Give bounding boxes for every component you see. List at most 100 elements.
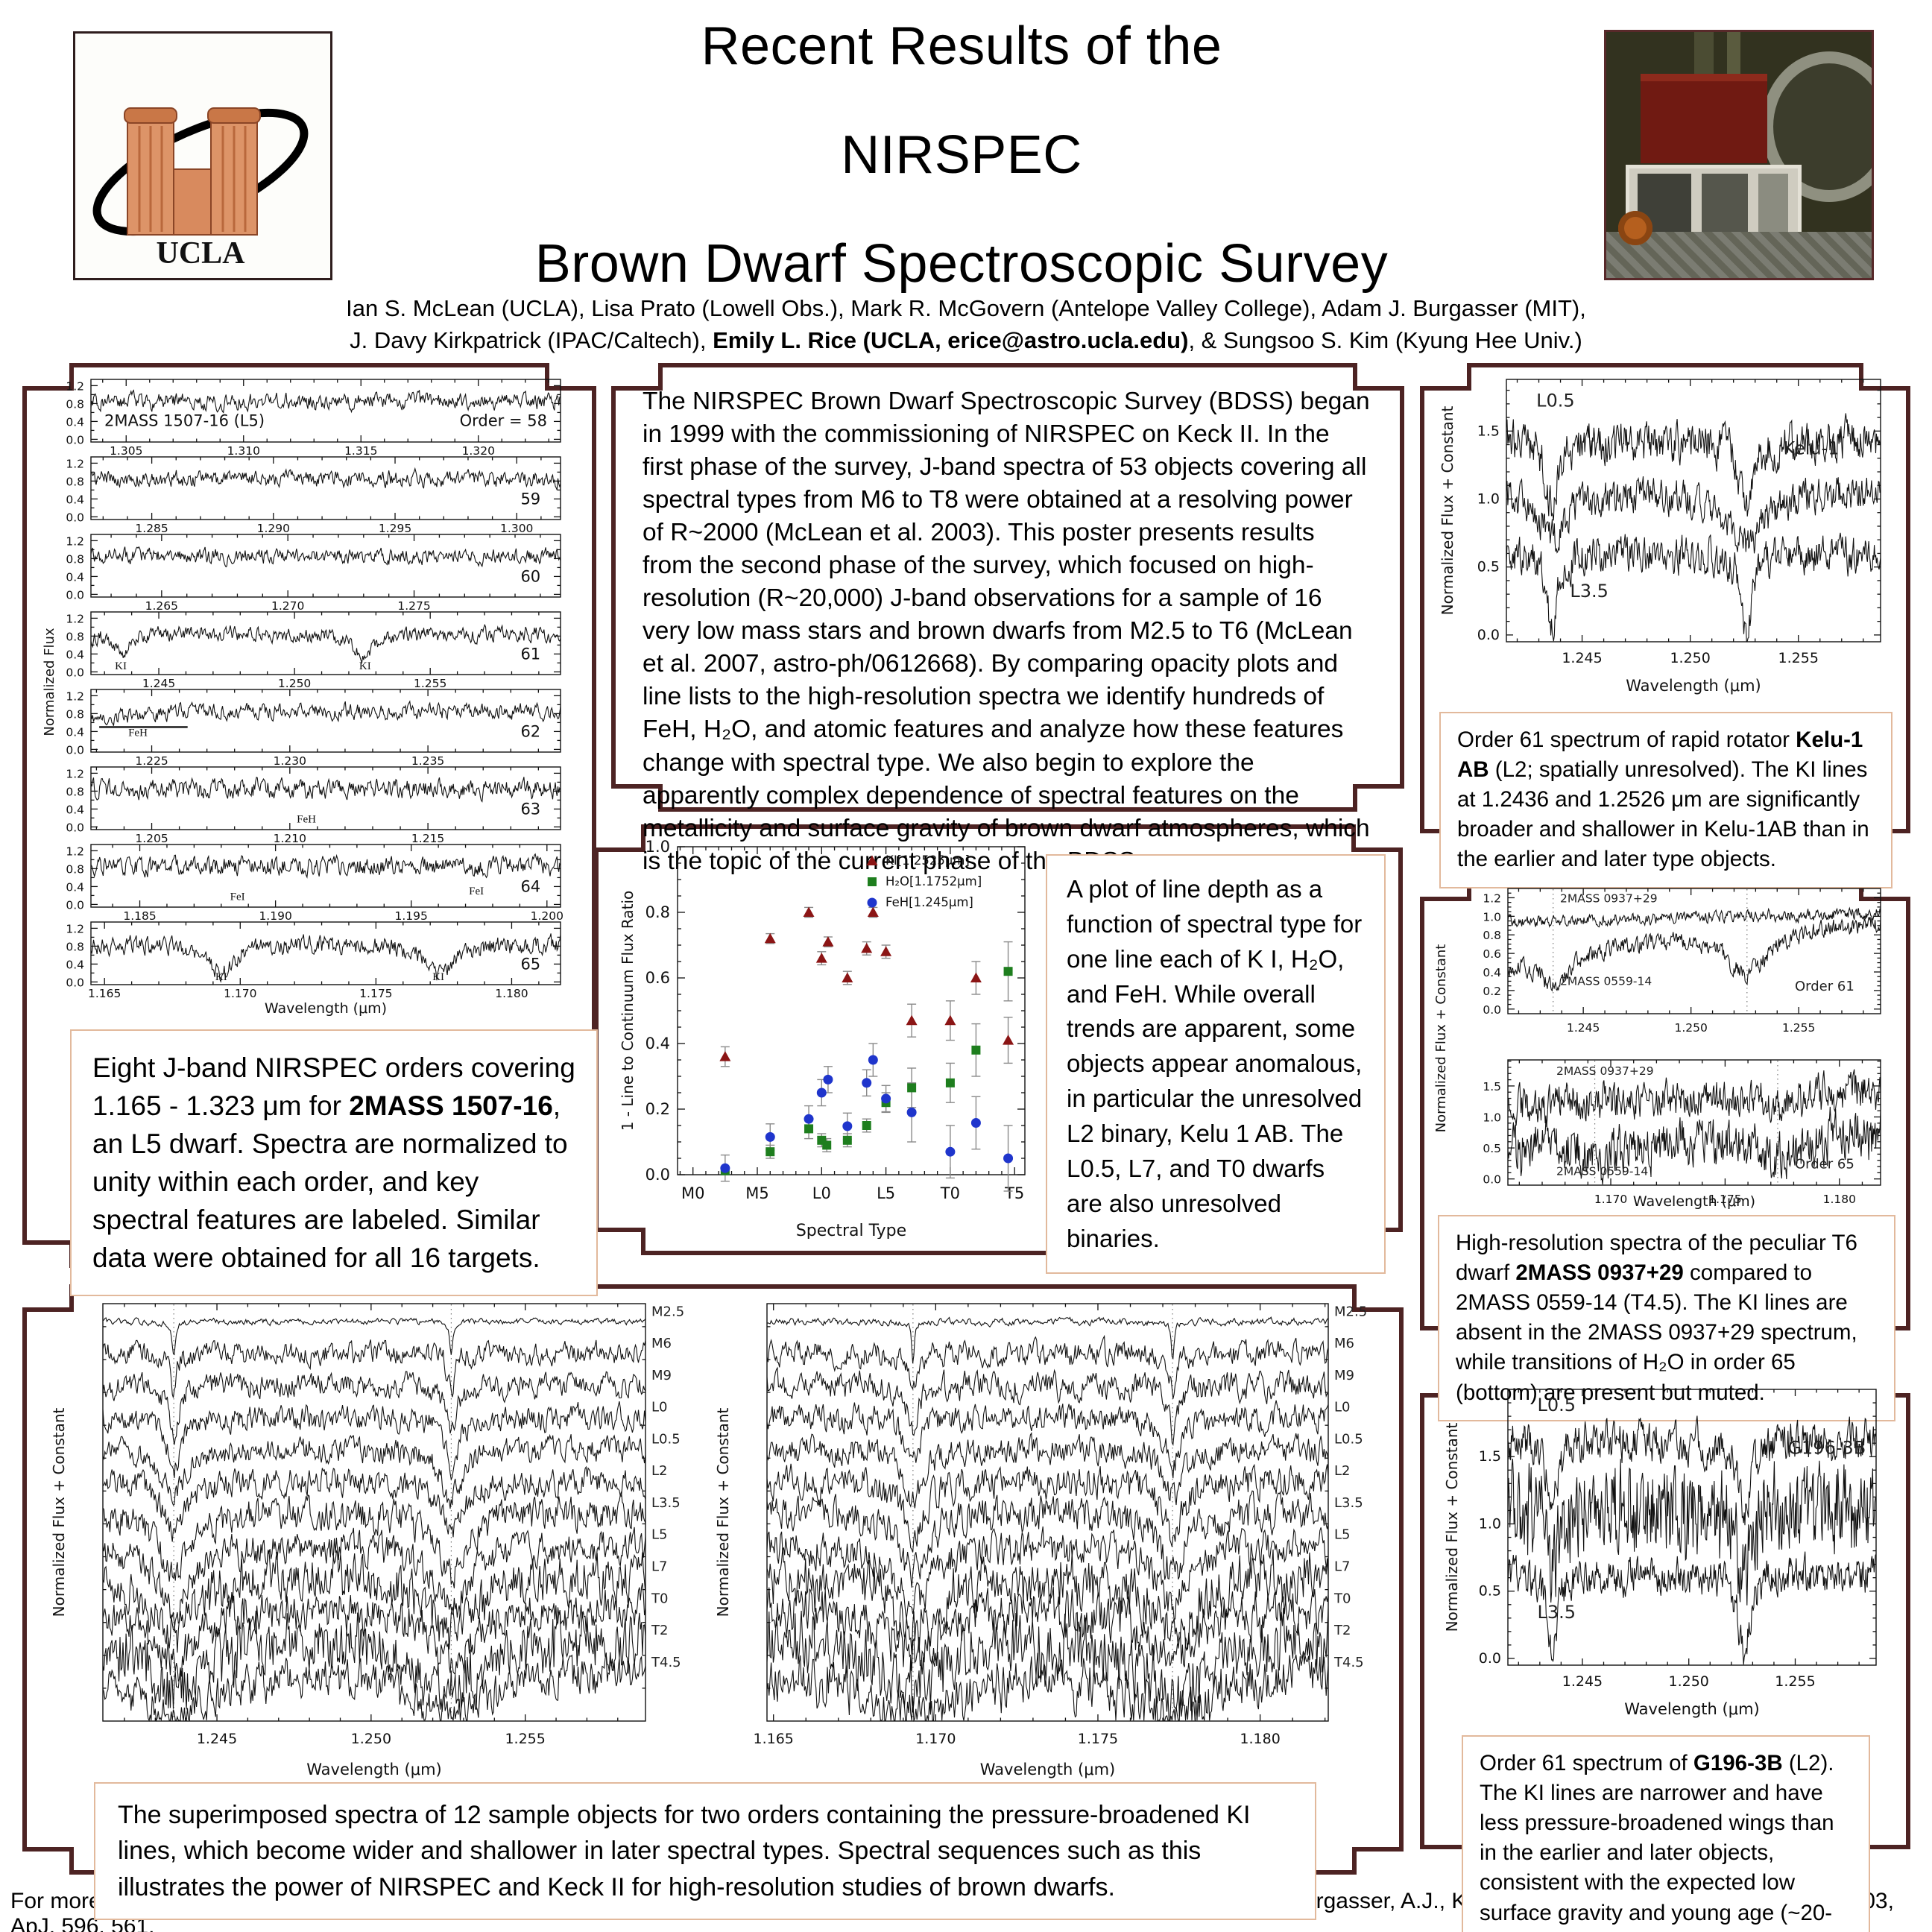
svg-text:2MASS 0937+29: 2MASS 0937+29 xyxy=(1556,1064,1654,1078)
svg-text:1.300: 1.300 xyxy=(500,522,533,535)
svg-text:L0.5: L0.5 xyxy=(1538,1395,1576,1415)
svg-text:0.0: 0.0 xyxy=(1479,1650,1501,1667)
svg-text:1.2: 1.2 xyxy=(66,845,84,858)
svg-text:1.195: 1.195 xyxy=(395,909,428,923)
svg-text:0.0: 0.0 xyxy=(66,433,84,446)
svg-text:1.165: 1.165 xyxy=(754,1731,794,1747)
svg-text:1.255: 1.255 xyxy=(505,1731,545,1747)
svg-text:Normalized Flux + Constant: Normalized Flux + Constant xyxy=(1433,944,1449,1133)
svg-text:0.4: 0.4 xyxy=(1483,966,1501,979)
svg-text:KI: KI xyxy=(359,660,371,672)
svg-text:KI: KI xyxy=(115,660,127,672)
svg-text:1.200: 1.200 xyxy=(531,909,564,923)
panel-abstract: The NIRSPEC Brown Dwarf Spectroscopic Su… xyxy=(611,363,1404,875)
svg-text:0.0: 0.0 xyxy=(66,898,84,912)
svg-text:1.245: 1.245 xyxy=(1562,650,1602,666)
svg-text:1.2: 1.2 xyxy=(66,379,84,393)
svg-text:H₂O[1.1752μm]: H₂O[1.1752μm] xyxy=(886,874,982,888)
svg-text:1.2: 1.2 xyxy=(66,457,84,470)
author-list: Ian S. McLean (UCLA), Lisa Prato (Lowell… xyxy=(0,292,1932,356)
svg-text:0.4: 0.4 xyxy=(66,493,84,506)
svg-text:65: 65 xyxy=(520,956,540,973)
svg-text:1.2: 1.2 xyxy=(66,922,84,935)
svg-text:L5: L5 xyxy=(1334,1527,1350,1543)
svg-text:Order 65: Order 65 xyxy=(1795,1157,1854,1172)
panel-orders: 1.305 1.310 1.315 1.320 0.0 0.4 0.8 1.2 2MASS 15… xyxy=(22,363,598,1297)
svg-text:1.0: 1.0 xyxy=(1479,1515,1501,1532)
svg-text:0.8: 0.8 xyxy=(66,862,84,876)
svg-text:T4.5: T4.5 xyxy=(1333,1655,1364,1670)
authors-line-2: J. Davy Kirkpatrick (IPAC/Caltech), Emil… xyxy=(350,327,1582,353)
svg-text:0.2: 0.2 xyxy=(645,1100,670,1118)
svg-text:0.0: 0.0 xyxy=(66,511,84,524)
svg-text:KI[1.2525μm]: KI[1.2525μm] xyxy=(886,853,970,868)
svg-text:1.250: 1.250 xyxy=(1674,1021,1707,1035)
t6-caption: High-resolution spectra of the peculiar … xyxy=(1438,1215,1895,1421)
svg-text:Normalized Flux + Constant: Normalized Flux + Constant xyxy=(714,1407,732,1617)
svg-text:M9: M9 xyxy=(651,1368,672,1383)
svg-text:0.4: 0.4 xyxy=(66,880,84,894)
svg-text:1.170: 1.170 xyxy=(1594,1193,1627,1206)
svg-text:1.245: 1.245 xyxy=(197,1731,237,1747)
svg-text:1.305: 1.305 xyxy=(110,444,142,458)
g196-caption: Order 61 spectrum of G196-3B (L2). The K… xyxy=(1462,1735,1870,1932)
svg-text:0.8: 0.8 xyxy=(66,785,84,798)
photo-cable-reel xyxy=(1618,211,1652,245)
svg-text:1.2: 1.2 xyxy=(66,612,84,625)
svg-text:1.2: 1.2 xyxy=(1483,891,1501,905)
svg-text:L3.5: L3.5 xyxy=(1538,1602,1576,1623)
svg-text:L5: L5 xyxy=(877,1184,895,1202)
svg-text:KI: KI xyxy=(215,971,227,983)
svg-text:G196-3B: G196-3B xyxy=(1787,1438,1866,1459)
svg-text:Normalized Flux: Normalized Flux xyxy=(43,628,57,736)
svg-text:1.0: 1.0 xyxy=(1483,910,1501,924)
svg-text:KI: KI xyxy=(432,971,444,983)
svg-text:0.4: 0.4 xyxy=(66,570,84,584)
svg-text:1.250: 1.250 xyxy=(1670,650,1710,666)
svg-text:1.2: 1.2 xyxy=(66,534,84,548)
g196-figure: 1.245 1.250 1.255 0.0 0.5 1.0 1.5 L0.5 G196-3B L3… xyxy=(1441,1380,1888,1733)
svg-text:M2.5: M2.5 xyxy=(1334,1304,1367,1319)
photo-pipe xyxy=(1694,32,1714,81)
svg-text:Kelu-1: Kelu-1 xyxy=(1783,438,1839,458)
svg-text:1.290: 1.290 xyxy=(257,522,290,535)
ucla-logo-art: UCLA xyxy=(92,107,309,271)
svg-text:61: 61 xyxy=(520,645,540,663)
photo-dewar-box xyxy=(1641,74,1767,163)
svg-text:0.8: 0.8 xyxy=(66,475,84,488)
svg-text:Order = 58: Order = 58 xyxy=(460,411,547,429)
svg-text:Normalized Flux + Constant: Normalized Flux + Constant xyxy=(1443,1422,1461,1632)
svg-text:M5: M5 xyxy=(745,1184,768,1202)
panel-kelu: 1.245 1.250 1.255 0.0 0.5 1.0 1.5 L0.5 Kelu-1 L3.… xyxy=(1420,363,1910,888)
orders-caption: Eight J-band NIRSPEC orders covering 1.1… xyxy=(70,1029,598,1297)
svg-text:0.8: 0.8 xyxy=(66,397,84,411)
nirspec-instrument-photo xyxy=(1604,30,1874,280)
svg-text:1.285: 1.285 xyxy=(135,522,168,535)
svg-text:L7: L7 xyxy=(651,1559,667,1574)
svg-text:T4.5: T4.5 xyxy=(651,1655,681,1670)
photo-floor-grating xyxy=(1606,232,1872,278)
svg-text:0.4: 0.4 xyxy=(66,725,84,739)
kelu-figure: 1.245 1.250 1.255 0.0 0.5 1.0 1.5 L0.5 Kelu-1 L3.… xyxy=(1436,372,1892,708)
svg-text:1.255: 1.255 xyxy=(1778,650,1819,666)
svg-text:Order 61: Order 61 xyxy=(1795,979,1854,994)
svg-text:L0: L0 xyxy=(651,1400,667,1415)
svg-text:2MASS 0937+29: 2MASS 0937+29 xyxy=(1560,892,1658,906)
svg-text:L0.5: L0.5 xyxy=(651,1431,681,1447)
svg-text:Wavelength (μm): Wavelength (μm) xyxy=(265,1000,387,1017)
svg-text:L5: L5 xyxy=(651,1527,667,1543)
svg-text:0.0: 0.0 xyxy=(66,821,84,834)
svg-text:59: 59 xyxy=(520,490,540,508)
svg-text:1.175: 1.175 xyxy=(359,987,392,1000)
svg-text:0.0: 0.0 xyxy=(66,588,84,602)
svg-text:Wavelength (μm): Wavelength (μm) xyxy=(306,1761,441,1778)
svg-text:1.185: 1.185 xyxy=(123,909,156,923)
svg-text:L2: L2 xyxy=(651,1463,667,1479)
svg-text:FeH: FeH xyxy=(297,813,316,825)
svg-text:L3.5: L3.5 xyxy=(651,1495,681,1511)
svg-text:1.295: 1.295 xyxy=(379,522,411,535)
svg-text:1.265: 1.265 xyxy=(145,599,178,613)
svg-text:M6: M6 xyxy=(1334,1336,1354,1351)
svg-text:0.6: 0.6 xyxy=(645,969,670,987)
